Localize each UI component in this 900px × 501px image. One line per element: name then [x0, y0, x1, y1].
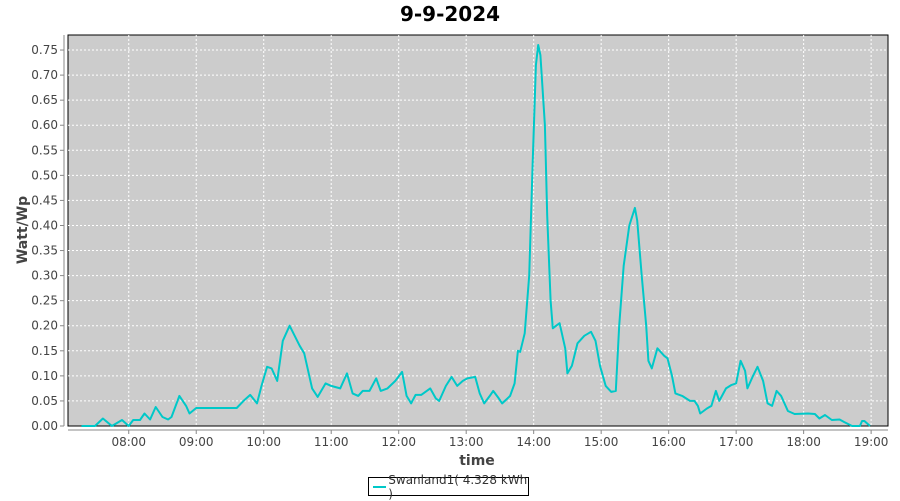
plot-area — [67, 34, 889, 427]
y-tick-label: 0.25 — [31, 294, 58, 308]
legend: Swanland1( 4.328 kWh ) — [368, 473, 529, 501]
y-tick-label: 0.30 — [31, 269, 58, 283]
y-tick-label: 0.55 — [31, 143, 58, 157]
x-tick-label: 14:00 — [516, 435, 551, 449]
legend-label: Swanland1( 4.328 kWh ) — [388, 472, 528, 501]
x-tick-label: 19:00 — [854, 435, 889, 449]
y-tick-label: 0.00 — [31, 419, 58, 433]
y-tick-label: 0.40 — [31, 218, 58, 232]
y-tick-label: 0.20 — [31, 319, 58, 333]
x-tick-label: 09:00 — [179, 435, 214, 449]
y-tick-label: 0.15 — [31, 344, 58, 358]
x-tick-label: 10:00 — [246, 435, 281, 449]
y-axis: 0.00 0.05 0.10 0.15 0.20 0.25 0.30 0.35 0.40 0.45… — [31, 43, 64, 433]
x-tick-label: 16:00 — [651, 435, 686, 449]
y-tick-label: 0.70 — [31, 68, 58, 82]
x-tick-label: 18:00 — [786, 435, 821, 449]
y-tick-label: 0.50 — [31, 168, 58, 182]
x-axis-label: time — [459, 453, 495, 469]
y-axis-label: Watt/Wp — [15, 196, 31, 264]
x-tick-label: 13:00 — [449, 435, 484, 449]
grid-lines — [68, 35, 888, 426]
y-tick-label: 0.60 — [31, 118, 58, 132]
x-tick-label: 08:00 — [111, 435, 146, 449]
y-tick-label: 0.05 — [31, 394, 58, 408]
x-tick-label: 11:00 — [314, 435, 349, 449]
y-tick-label: 0.75 — [31, 43, 58, 57]
x-tick-label: 15:00 — [584, 435, 619, 449]
y-tick-label: 0.65 — [31, 93, 58, 107]
y-tick-label: 0.35 — [31, 244, 58, 258]
x-axis: 08:00 09:00 10:00 11:00 12:00 13:00 14:00 15:00… — [111, 430, 888, 449]
x-tick-label: 12:00 — [381, 435, 416, 449]
x-tick-label: 17:00 — [719, 435, 754, 449]
y-tick-label: 0.45 — [31, 193, 58, 207]
chart-title: 9-9-2024 — [399, 2, 501, 26]
legend-swatch — [373, 485, 387, 488]
y-tick-label: 0.10 — [31, 369, 58, 383]
series-line-swanland1 — [81, 44, 871, 427]
